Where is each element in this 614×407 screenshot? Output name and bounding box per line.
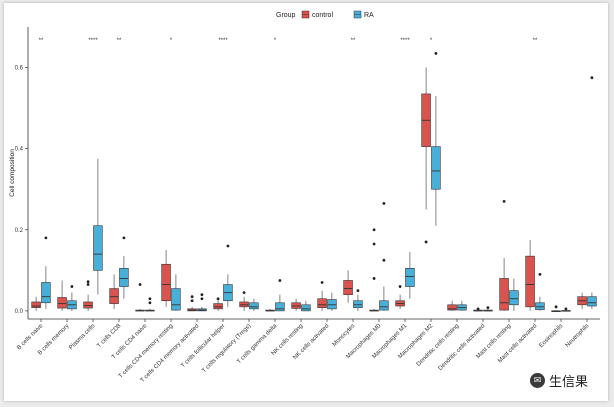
box-RA bbox=[431, 146, 441, 190]
outlier-point bbox=[382, 202, 386, 205]
x-tick-label: T cells CD4 memory resting bbox=[118, 323, 175, 380]
significance-label: ** bbox=[351, 38, 356, 44]
x-tick-label: Neutrophils bbox=[565, 323, 591, 349]
outlier-point bbox=[122, 236, 126, 240]
box-control bbox=[83, 301, 93, 309]
box-RA bbox=[93, 225, 103, 271]
outlier-point bbox=[70, 285, 74, 288]
outlier-point bbox=[476, 307, 480, 311]
significance-label: * bbox=[274, 38, 277, 44]
box-RA bbox=[379, 300, 389, 311]
outlier-point bbox=[356, 289, 360, 293]
watermark-text: 生信果 bbox=[549, 373, 589, 389]
boxplot-chart: 0.0 0.2 0.4 0.6 Cell composition Group control… bbox=[9, 10, 600, 384]
box-control bbox=[213, 303, 223, 310]
y-tick-label: 0.6 bbox=[15, 66, 24, 72]
outlier-point bbox=[424, 240, 428, 244]
x-tick-label: B cells naive bbox=[16, 323, 45, 352]
outlier-point bbox=[200, 297, 204, 301]
outlier-point bbox=[242, 291, 246, 295]
significance-label: **** bbox=[400, 38, 410, 44]
box-control bbox=[109, 288, 119, 304]
legend-label-RA: RA bbox=[364, 12, 374, 19]
x-tick-label: T cells regulatory (Tregs) bbox=[201, 323, 252, 374]
x-tick-label: Eosinophils bbox=[538, 323, 564, 349]
outlier-point bbox=[434, 51, 438, 55]
box-RA bbox=[41, 282, 51, 304]
outlier-point bbox=[590, 76, 594, 80]
box-RA bbox=[535, 302, 545, 310]
box-RA bbox=[353, 300, 363, 308]
x-tick-label: Dendritic cells activated bbox=[438, 323, 487, 372]
significance-label: ** bbox=[39, 38, 44, 44]
outlier-point bbox=[372, 242, 376, 246]
outlier-point bbox=[372, 228, 376, 232]
significance-label: ** bbox=[533, 38, 538, 44]
y-axis-label: Cell composition bbox=[9, 149, 16, 197]
watermark: ✉ 生信果 bbox=[530, 369, 606, 391]
significance-label: ** bbox=[117, 38, 122, 44]
wechat-icon: ✉ bbox=[530, 372, 545, 388]
significance-label: **** bbox=[88, 38, 98, 44]
box-control bbox=[525, 255, 535, 308]
box-RA bbox=[171, 288, 181, 311]
significance-label: * bbox=[170, 38, 173, 44]
chart-panel: 0.0 0.2 0.4 0.6 Cell composition Group control… bbox=[4, 3, 608, 401]
outlier-point bbox=[502, 199, 506, 203]
outlier-point bbox=[398, 285, 402, 288]
box-RA bbox=[301, 304, 311, 312]
x-tick-label: Monocytes bbox=[332, 323, 357, 348]
box-RA bbox=[587, 296, 597, 307]
box-RA bbox=[509, 290, 519, 306]
outlier-point bbox=[564, 307, 568, 311]
outlier-point bbox=[216, 297, 220, 301]
outlier-point bbox=[86, 283, 90, 286]
box-control bbox=[499, 278, 509, 311]
box-control bbox=[447, 304, 457, 311]
x-tick-label: T cells CD8 bbox=[96, 323, 123, 350]
outlier-point bbox=[372, 277, 376, 280]
box-RA bbox=[119, 268, 129, 287]
x-tick-label: T cells follicular helper bbox=[180, 323, 226, 369]
outlier-point bbox=[148, 297, 152, 301]
outlier-point bbox=[200, 293, 204, 297]
outlier-point bbox=[538, 272, 542, 276]
outlier-point bbox=[486, 306, 490, 310]
outlier-point bbox=[44, 236, 48, 240]
box-RA bbox=[249, 302, 259, 310]
outlier-point bbox=[554, 305, 558, 309]
box-control bbox=[31, 301, 41, 308]
y-tick-label: 0.0 bbox=[15, 309, 24, 315]
y-tick-label: 0.4 bbox=[15, 147, 24, 153]
y-tick-label: 0.2 bbox=[15, 228, 24, 234]
box-control bbox=[343, 280, 353, 295]
outlier-point bbox=[320, 281, 324, 284]
significance-label: * bbox=[430, 38, 433, 44]
box-RA bbox=[327, 299, 337, 310]
outlier-point bbox=[382, 258, 386, 262]
legend-label-control: control bbox=[312, 12, 333, 19]
outlier-point bbox=[86, 280, 90, 284]
x-tick-label: Plasma cells bbox=[68, 323, 96, 351]
outlier-point bbox=[138, 283, 142, 286]
outlier-point bbox=[190, 295, 194, 299]
box-control bbox=[57, 297, 67, 309]
outlier-point bbox=[226, 244, 230, 248]
outlier-point bbox=[190, 299, 194, 303]
significance-label: **** bbox=[218, 38, 228, 44]
box-RA bbox=[275, 302, 285, 312]
box-control bbox=[317, 298, 327, 308]
outlier-point bbox=[278, 279, 282, 282]
box-RA bbox=[405, 268, 415, 287]
box-control bbox=[161, 263, 171, 302]
legend-title: Group bbox=[276, 12, 296, 19]
outlier-point bbox=[148, 301, 152, 305]
